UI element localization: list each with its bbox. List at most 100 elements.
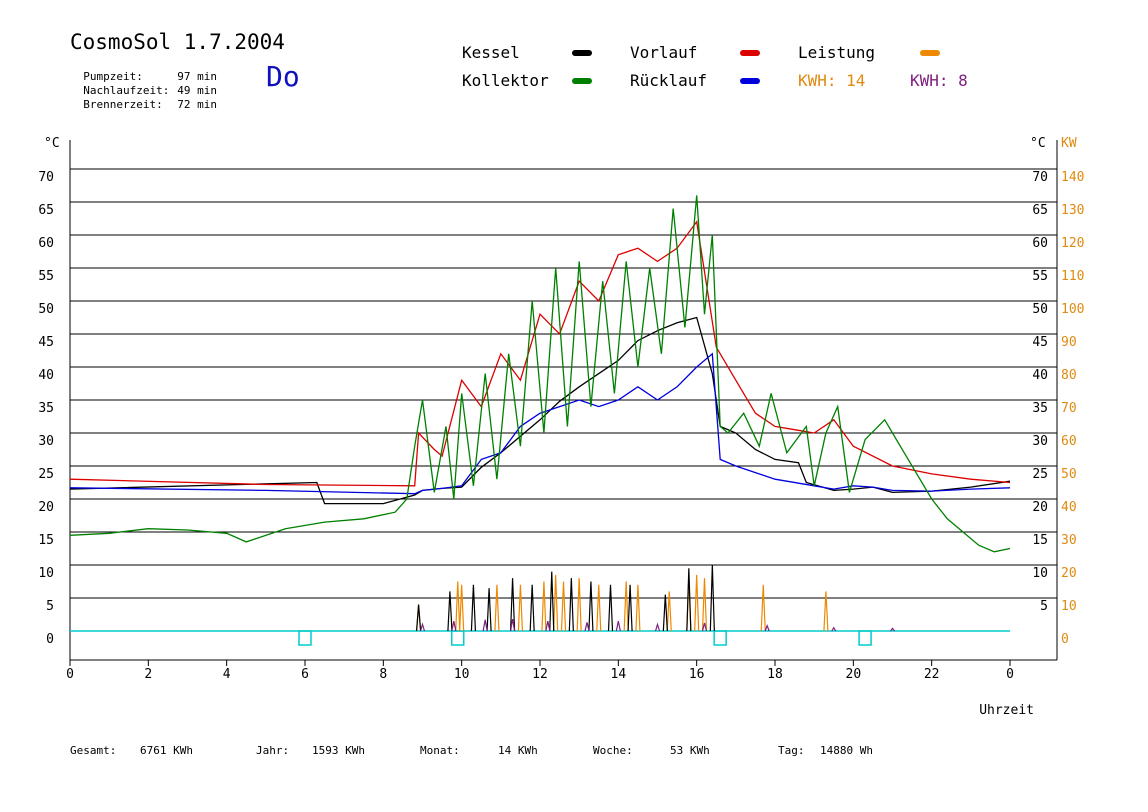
legend-swatch-kessel: [572, 50, 592, 56]
y-tick-label-right-temp: 45: [1032, 335, 1048, 350]
x-tick-label: 14: [611, 667, 627, 682]
series-mark-leistung: [560, 581, 567, 632]
series-mark-kessel: [686, 568, 692, 632]
y-tick-label-left: 15: [38, 533, 54, 548]
series-mark-pumpe: [890, 627, 895, 632]
y-tick-label-right-temp: 60: [1032, 236, 1048, 251]
series-line-vorlauf: [69, 220, 1011, 487]
y-tick-label-right-power: 50: [1061, 467, 1077, 482]
x-tick-label: 18: [767, 667, 783, 682]
y-tick-label-left: 5: [46, 599, 54, 614]
series-mark-leistung: [494, 584, 500, 632]
footer-gesamt-value: 6761 KWh: [140, 744, 193, 757]
series-mark-leistung: [596, 584, 602, 632]
series-mark-kessel: [447, 591, 453, 632]
x-tick-label: 10: [454, 667, 470, 682]
x-tick-label: 6: [301, 667, 309, 682]
series-mark-pumpe: [831, 626, 837, 632]
y-tick-label-left: 70: [38, 170, 54, 185]
stat-value: 49 min: [177, 84, 217, 97]
legend-kwh-solar: KWH: 14: [798, 71, 866, 90]
x-tick-label: 0: [1006, 667, 1014, 682]
legend-kwh-pumpe: KWH: 8: [910, 71, 968, 90]
series-mark-leistung: [576, 578, 582, 632]
y-tick-label-right-temp: 65: [1032, 203, 1048, 218]
y-tick-label-left: 30: [38, 434, 54, 449]
series-mark-pumpe: [545, 620, 551, 632]
stat-pumpzeit: Pumpzeit: 97 min: [70, 57, 217, 83]
series-mark-leistung: [517, 584, 524, 632]
footer-gesamt-label: Gesamt:: [70, 744, 117, 757]
y-tick-label-right-power: 20: [1061, 566, 1077, 581]
series-mark-kessel: [470, 584, 477, 632]
x-tick-label: 4: [223, 667, 231, 682]
y-tick-label-right-temp: 30: [1032, 434, 1048, 449]
brenner-marker: [713, 630, 727, 646]
y-tick-label-left: 50: [38, 302, 54, 317]
series-mark-leistung: [760, 584, 766, 632]
y-tick-label-right-temp: 55: [1032, 269, 1048, 284]
footer-monat-value: 14 KWh: [498, 744, 538, 757]
y-tick-label-left: 55: [38, 269, 54, 284]
y-tick-label-right-power: 0: [1061, 632, 1069, 647]
y-tick-label-right-power: 90: [1061, 335, 1077, 350]
series-mark-kessel: [662, 594, 668, 632]
stat-value: 72 min: [177, 98, 217, 111]
y-tick-label-right-temp: 20: [1032, 500, 1048, 515]
y-tick-label-right-power: 100: [1061, 302, 1084, 317]
y-tick-label-right-power: 130: [1061, 203, 1084, 218]
series-line-ruecklauf: [69, 352, 1011, 495]
legend-ruecklauf: Rücklauf: [630, 71, 708, 90]
series-mark-leistung: [666, 591, 672, 632]
stat-brennerzeit: Brennerzeit: 72 min: [70, 85, 217, 111]
y-tick-label-left: 60: [38, 236, 54, 251]
series-mark-leistung: [823, 591, 829, 632]
series-mark-leistung: [623, 581, 629, 632]
y-tick-label-right-temp: 35: [1032, 401, 1048, 416]
x-tick-label: 8: [379, 667, 387, 682]
y-tick-label-left: 35: [38, 401, 54, 416]
y-tick-label-right-power: 70: [1061, 401, 1077, 416]
series-mark-kessel: [607, 584, 614, 632]
y-tick-label-right-temp: 5: [1040, 599, 1048, 614]
y-tick-label-left: 65: [38, 203, 54, 218]
y-tick-label-right-power: 80: [1061, 368, 1077, 383]
series-line-kollektor: [69, 195, 1011, 553]
x-tick-label: 12: [532, 667, 548, 682]
x-tick-label: 0: [66, 667, 74, 682]
series-mark-pumpe: [615, 620, 621, 632]
y-tick-label-left: 0: [46, 632, 54, 647]
series-mark-kessel: [568, 578, 574, 632]
brenner-marker: [451, 630, 465, 646]
series-mark-kessel: [588, 581, 594, 632]
series-mark-pumpe: [764, 624, 770, 632]
x-axis-label: Uhrzeit: [979, 703, 1034, 718]
series-mark-kessel: [709, 564, 715, 632]
x-tick-label: 16: [689, 667, 705, 682]
y-tick-label-left: 40: [38, 368, 54, 383]
series-mark-leistung: [541, 581, 547, 632]
legend-swatch-kollektor: [572, 78, 592, 84]
y-tick-label-right-temp: 50: [1032, 302, 1048, 317]
series-mark-leistung: [635, 584, 641, 632]
series-mark-leistung: [701, 578, 708, 632]
y-tick-label-right-power: 120: [1061, 236, 1084, 251]
y-tick-label-left: 20: [38, 500, 54, 515]
series-mark-kessel: [627, 584, 633, 632]
legend-vorlauf: Vorlauf: [630, 43, 698, 62]
footer-woche-label: Woche:: [593, 744, 633, 757]
stat-nachlaufzeit: Nachlaufzeit: 49 min: [70, 71, 217, 97]
footer-monat-label: Monat:: [420, 744, 460, 757]
series-mark-leistung: [694, 574, 700, 632]
series-mark-kessel: [509, 578, 516, 632]
y-axis-label-power: KW: [1061, 136, 1077, 151]
series-mark-pumpe: [509, 619, 516, 632]
stat-label: Pumpzeit:: [83, 70, 143, 83]
legend-swatch-ruecklauf: [740, 78, 760, 84]
y-tick-label-right-temp: 15: [1032, 533, 1048, 548]
series-mark-leistung: [553, 574, 559, 632]
y-tick-label-right-power: 140: [1061, 170, 1084, 185]
stat-value: 97 min: [177, 70, 217, 83]
brenner-marker: [858, 630, 872, 646]
legend-swatch-vorlauf: [740, 50, 760, 56]
